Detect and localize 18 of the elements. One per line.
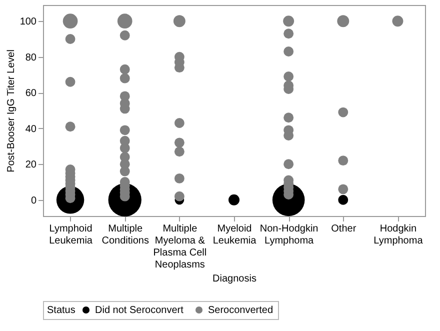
y-tick-label: 0 [30, 195, 37, 206]
y-tick-label: 80 [25, 52, 37, 64]
x-tick-label: Other [331, 224, 357, 234]
x-axis-title: Diagnosis [212, 274, 256, 284]
legend-title: Status [47, 305, 76, 316]
x-tick-label: Lymphoid Leukemia [49, 224, 93, 246]
legend-label: Did not Seroconvert [95, 305, 184, 316]
x-tick-label: Non-Hodgkin Lymphoma [260, 224, 318, 246]
legend-label: Seroconverted [208, 305, 274, 316]
y-axis-title: Post-Booser IgG Titer Level [6, 50, 17, 172]
y-tick-label: 60 [25, 88, 37, 100]
x-tick-label: Hodgkin Lymphoma [374, 224, 424, 246]
x-tick-label: Multiple Myeloma & Plasma Cell Neoplasms [153, 224, 207, 270]
x-tick-label: Myeloid Leukemia [212, 224, 257, 246]
x-tick-label: Multiple Conditions [102, 224, 149, 246]
y-tick-label: 100 [20, 16, 37, 28]
y-tick-label: 40 [25, 124, 37, 135]
y-tick-label: 20 [25, 160, 37, 171]
